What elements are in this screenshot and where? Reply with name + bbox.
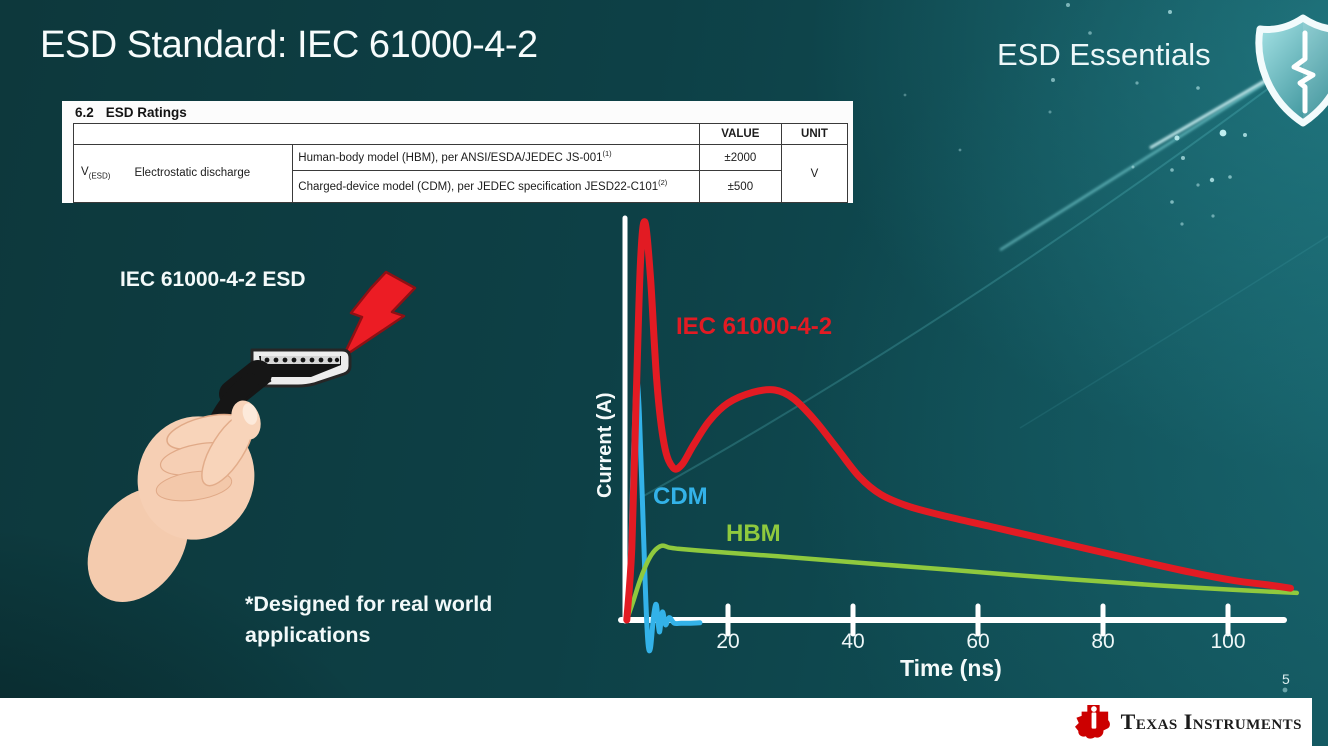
table-heading-text: ESD Ratings xyxy=(105,105,187,120)
curve-iec-61000-4-2 xyxy=(623,218,1294,624)
lightning-bolt-icon xyxy=(341,270,417,359)
illustration-label: IEC 61000-4-2 ESD xyxy=(120,268,306,291)
x-tick-label: 60 xyxy=(966,630,990,653)
chart-curves xyxy=(623,218,1300,654)
unit-cell: V xyxy=(780,144,849,203)
series-label-iec: IEC 61000-4-2 xyxy=(676,313,833,340)
table-row: Charged-device model (CDM), per JEDEC sp… xyxy=(74,170,848,203)
x-tick-marks xyxy=(725,603,1231,637)
pulse-line-icon xyxy=(1291,30,1316,114)
star-field xyxy=(903,3,1288,693)
curve-hbm xyxy=(624,543,1300,623)
header-unit: UNIT xyxy=(780,123,849,145)
hbm-description: Human-body model (HBM), per ANSI/ESDA/JE… xyxy=(292,144,700,171)
designed-note-line2: applications xyxy=(245,622,371,647)
fingernail xyxy=(242,403,258,425)
hand-holding-cable xyxy=(87,360,272,602)
header-value: VALUE xyxy=(698,123,782,145)
ratings-table: 6.2 ESD Ratings VALUE UNIT V(ESD) Electro… xyxy=(62,101,853,203)
x-tick-label: 80 xyxy=(1091,630,1115,653)
param-cell: V(ESD) Electrostatic discharge xyxy=(72,144,294,203)
esd-ratings-table: VALUE UNIT V(ESD) Electrostatic discharg… xyxy=(72,123,849,203)
x-tick-label: 40 xyxy=(841,630,865,653)
table-header-row: VALUE UNIT xyxy=(73,123,849,145)
header-blank-cell xyxy=(73,123,700,145)
y-axis-label: Current (A) xyxy=(594,392,616,498)
series-label-hbm: HBM xyxy=(726,520,781,547)
designed-note-line1: *Designed for real world xyxy=(245,592,493,616)
table-heading-number: 6.2 xyxy=(75,105,94,120)
cdm-description: Charged-device model (CDM), per JEDEC sp… xyxy=(292,170,700,203)
cdm-value: ±500 xyxy=(698,170,782,203)
brand-name: Texas Instruments xyxy=(1120,709,1302,734)
page-title: ESD Standard: IEC 61000-4-2 xyxy=(40,24,538,66)
ti-logo-icon xyxy=(1074,704,1110,739)
esd-shield-icon xyxy=(1255,14,1328,127)
hbm-value: ±2000 xyxy=(698,144,782,171)
chart-axes xyxy=(618,215,1287,637)
x-tick-label: 20 xyxy=(716,630,740,653)
table-row: V(ESD) Electrostatic discharge Human-bod… xyxy=(72,144,849,203)
x-axis-label: Time (ns) xyxy=(900,655,1002,681)
param-name: Electrostatic discharge xyxy=(134,167,251,180)
page-number: 5 xyxy=(1282,671,1290,687)
table-heading: 6.2 ESD Ratings xyxy=(75,105,853,120)
series-label-cdm: CDM xyxy=(653,483,708,510)
param-symbol: V(ESD) xyxy=(81,166,111,181)
footer-bar: Texas Instruments xyxy=(0,698,1312,746)
series-title: ESD Essentials xyxy=(997,37,1211,72)
x-tick-label: 100 xyxy=(1210,630,1246,653)
designed-note: *Designed for real world applications xyxy=(245,589,492,650)
